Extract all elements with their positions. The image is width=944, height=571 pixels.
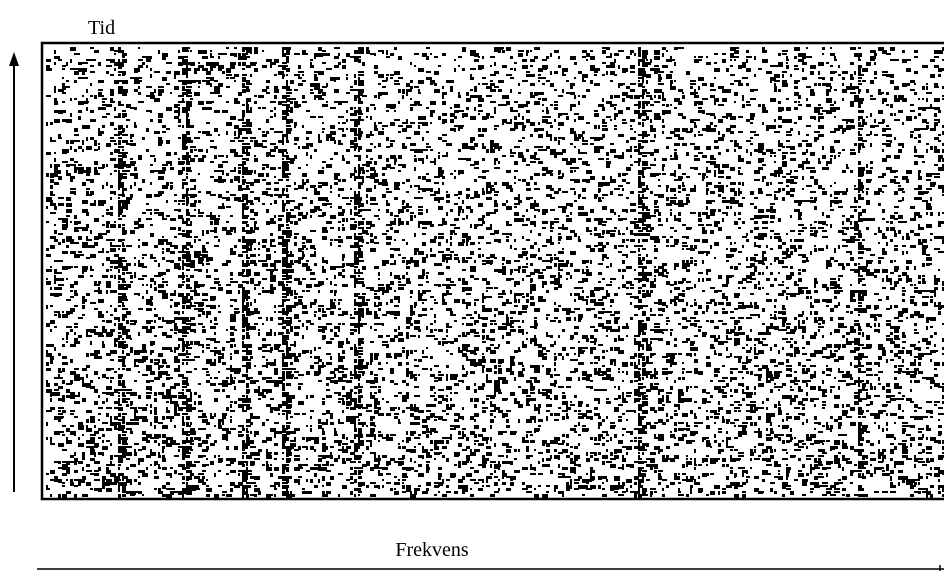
- x-axis-label: Frekvens: [395, 539, 469, 561]
- y-axis-arrowhead: [9, 52, 19, 66]
- y-axis-label: Tid: [88, 17, 115, 39]
- noise-specks: [46, 47, 944, 498]
- spectrogram-noise: [46, 47, 944, 498]
- spectrogram-frame: [40, 41, 944, 501]
